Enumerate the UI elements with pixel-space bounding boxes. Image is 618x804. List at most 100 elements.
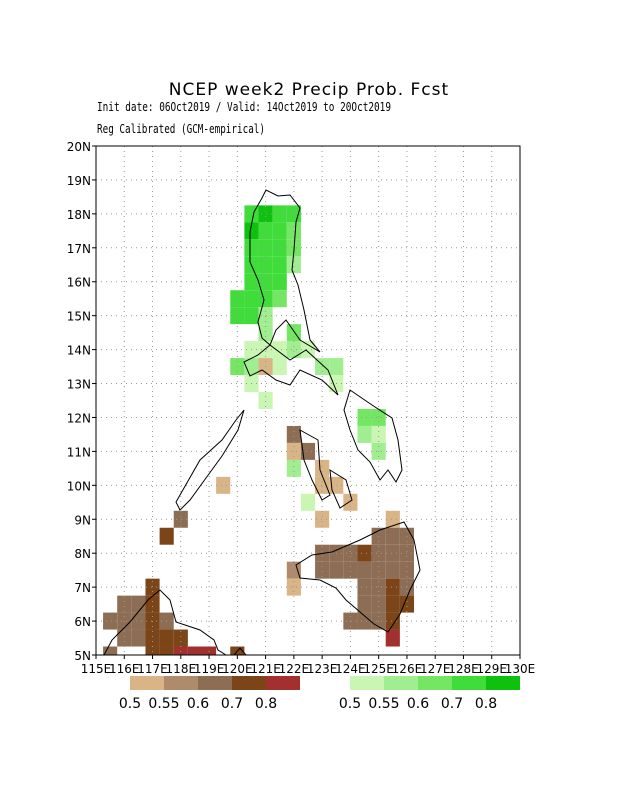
dry-cell <box>286 578 301 596</box>
dry-cell <box>371 595 386 613</box>
x-tick-label: 120E <box>222 662 253 676</box>
legend-label: 0.55 <box>148 696 179 712</box>
wet-cell <box>272 222 287 240</box>
legend-label: 0.5 <box>119 696 141 712</box>
dry-cell <box>385 527 400 545</box>
legend-swatch <box>164 676 198 690</box>
y-tick-label: 13N <box>67 378 91 392</box>
x-tick-label: 118E <box>166 662 197 676</box>
wet-cell <box>258 392 273 409</box>
dry-cell <box>145 578 160 596</box>
dry-cell <box>300 442 316 460</box>
dry-cell <box>159 527 174 545</box>
dry-cell <box>357 561 372 579</box>
dry-cell <box>131 629 146 647</box>
y-tick-label: 6N <box>74 615 91 629</box>
y-tick-label: 17N <box>67 242 91 256</box>
wet-cell <box>230 290 245 308</box>
legend-swatch <box>384 676 418 690</box>
wet-cell <box>272 341 287 359</box>
wet-cell <box>272 290 287 308</box>
dry-cell <box>385 629 400 647</box>
title: NCEP week2 Precip Prob. Fcst <box>169 80 449 100</box>
legend-swatch <box>418 676 452 690</box>
y-tick-label: 8N <box>74 547 91 561</box>
legend-label: 0.8 <box>475 696 497 712</box>
wet-cell <box>272 273 287 291</box>
x-tick-label: 124E <box>335 662 366 676</box>
dry-cell <box>286 561 301 579</box>
note: Reg Calibrated (GCM-empirical) <box>97 122 265 136</box>
dry-cell <box>173 629 188 647</box>
x-tick-label: 122E <box>279 662 310 676</box>
wet-cell <box>258 307 273 325</box>
dry-cell <box>385 578 400 596</box>
y-tick-label: 12N <box>67 411 91 425</box>
wet-cell <box>258 205 273 223</box>
dry-cell <box>357 612 372 630</box>
y-tick-label: 9N <box>74 513 91 527</box>
dry-cell <box>343 493 358 511</box>
wet-cell <box>300 341 316 359</box>
y-tick-label: 10N <box>67 479 91 493</box>
dry-cell <box>145 595 160 613</box>
wet-cell <box>272 358 287 376</box>
legend: 0.5 0.55 0.6 0.7 0.8 0.5 0.55 0.6 0.7 0.8 <box>119 676 520 712</box>
dry-cell <box>385 544 400 562</box>
x-tick-label: 127E <box>420 662 451 676</box>
wet-cell <box>357 408 372 426</box>
dry-cell <box>103 646 118 655</box>
legend-swatch <box>130 676 164 690</box>
legend-swatch <box>266 676 300 690</box>
dry-cell <box>385 612 400 630</box>
dry-cell <box>371 578 386 596</box>
dry-cell <box>103 612 118 630</box>
dry-cell <box>399 595 414 613</box>
wet-cell <box>371 408 386 426</box>
dry-cell <box>315 561 330 579</box>
dry-cell <box>159 629 174 647</box>
dry-cell <box>117 629 132 647</box>
dry-cell <box>343 544 358 562</box>
x-tick-label: 117E <box>137 662 168 676</box>
legend-label: 0.7 <box>441 696 463 712</box>
wet-cell <box>286 222 301 240</box>
legend-swatch <box>232 676 266 690</box>
tick-labels: 115E116E117E118E119E120E121E122E123E124E… <box>67 140 536 676</box>
y-tick-label: 18N <box>67 208 91 222</box>
legend-label: 0.6 <box>407 696 429 712</box>
wet-cell <box>272 239 287 257</box>
dry-cell <box>385 595 400 613</box>
x-tick-label: 130E <box>505 662 536 676</box>
y-tick-label: 16N <box>67 276 91 290</box>
wet-cell <box>258 256 273 274</box>
legend-label: 0.6 <box>187 696 209 712</box>
wet-cell <box>286 341 301 359</box>
dry-cell <box>173 646 188 655</box>
dry-cell <box>131 595 146 613</box>
grid <box>92 145 521 659</box>
wet-cell <box>286 459 301 477</box>
dry-cell <box>357 544 372 562</box>
wet-cell <box>357 425 372 443</box>
dry-cell <box>343 561 358 579</box>
y-tick-label: 14N <box>67 344 91 358</box>
dry-cell <box>131 612 146 630</box>
dry-cell <box>329 561 344 579</box>
wet-cell <box>272 205 287 223</box>
wet-cell <box>244 222 259 240</box>
dry-cell <box>399 561 414 579</box>
dry-cell <box>385 561 400 579</box>
x-tick-label: 126E <box>392 662 423 676</box>
wet-cell <box>272 256 287 274</box>
dry-cell <box>187 646 202 655</box>
dry-cell <box>117 595 132 613</box>
dry-cell <box>315 459 330 477</box>
wet-cell <box>371 425 386 443</box>
x-tick-label: 123E <box>307 662 338 676</box>
dry-cell <box>216 476 231 494</box>
dry-cell <box>315 510 330 528</box>
legend-label: 0.5 <box>339 696 361 712</box>
